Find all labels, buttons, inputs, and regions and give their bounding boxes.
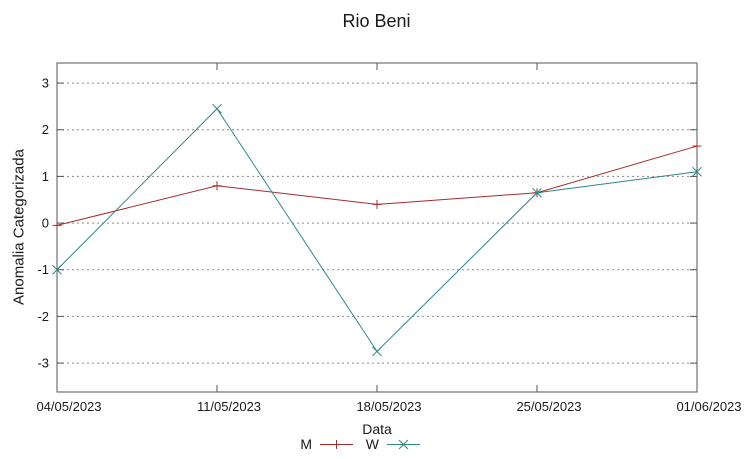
- x-axis-label: Data: [362, 421, 392, 437]
- y-tick-label: 2: [42, 122, 49, 137]
- y-tick-label: 0: [42, 216, 49, 231]
- y-tick-label: -3: [37, 356, 49, 371]
- plot-border: [56, 62, 698, 393]
- series-W-marker: [212, 103, 222, 114]
- legend-label-W: W: [366, 436, 380, 452]
- y-tick-label: -1: [37, 262, 49, 277]
- series-W-marker: [52, 264, 62, 275]
- x-tick-label: 04/05/2023: [36, 399, 101, 414]
- series-W-marker: [372, 346, 382, 357]
- y-tick-label: 3: [42, 76, 49, 91]
- x-tick-label: 25/05/2023: [516, 399, 581, 414]
- y-tick-label: 1: [42, 169, 49, 184]
- x-tick-label: 18/05/2023: [356, 399, 421, 414]
- x-tick-label: 01/06/2023: [676, 399, 741, 414]
- series-W-marker: [532, 187, 542, 198]
- y-tick-label: -2: [37, 309, 49, 324]
- series-W-marker: [692, 166, 702, 177]
- legend-label-M: M: [300, 436, 312, 452]
- legend-marker-W: [398, 439, 409, 450]
- x-tick-label: 11/05/2023: [197, 399, 261, 414]
- series-W-line: [56, 107, 698, 353]
- series-M-line: [56, 145, 698, 226]
- chart-title: Rio Beni: [342, 11, 411, 31]
